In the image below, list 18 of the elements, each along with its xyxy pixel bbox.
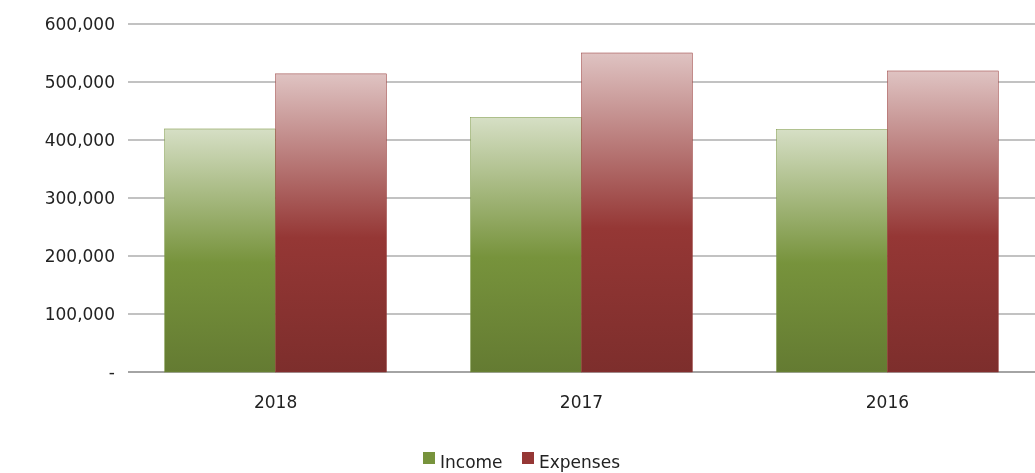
y-tick-label: 500,000 bbox=[44, 71, 115, 92]
x-tick-label: 2017 bbox=[559, 392, 604, 412]
x-tick-label: 2016 bbox=[865, 392, 910, 412]
legend-label: Expenses bbox=[539, 451, 621, 472]
bar bbox=[776, 129, 888, 373]
legend-label: Income bbox=[440, 451, 503, 472]
y-tick-label: - bbox=[108, 361, 115, 382]
y-tick-label: 600,000 bbox=[44, 13, 115, 34]
bar bbox=[887, 70, 999, 373]
bar bbox=[581, 52, 693, 373]
bar bbox=[470, 117, 582, 373]
bar bbox=[275, 73, 387, 373]
bar bbox=[164, 128, 276, 373]
y-tick-label: 400,000 bbox=[44, 129, 115, 150]
y-tick-label: 100,000 bbox=[44, 303, 115, 324]
y-tick-label: 200,000 bbox=[44, 245, 115, 266]
y-tick-label: 300,000 bbox=[44, 187, 115, 208]
x-tick-label: 2018 bbox=[253, 392, 298, 412]
